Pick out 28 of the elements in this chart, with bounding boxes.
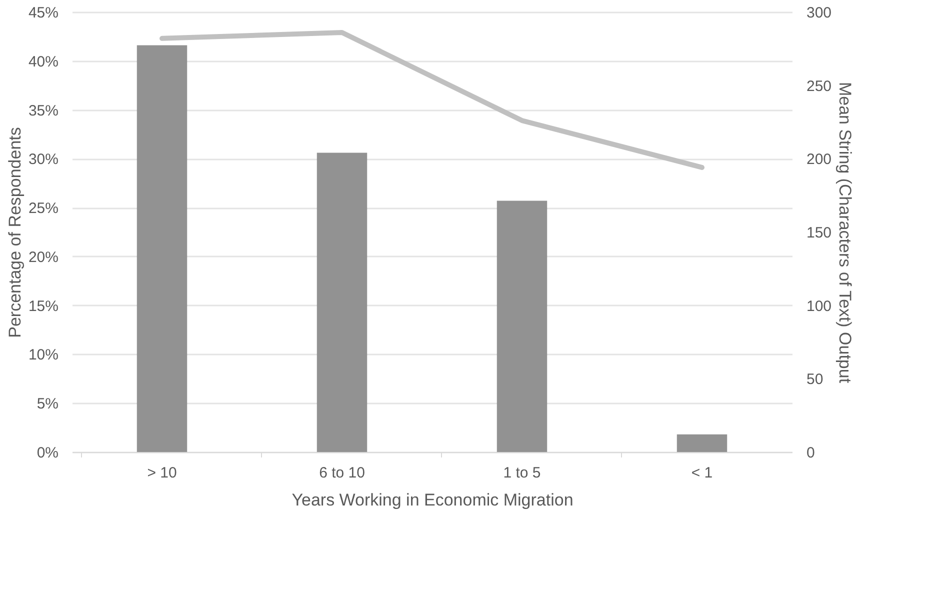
y-tick-label: 5% (36, 396, 58, 413)
bar (136, 45, 188, 452)
y2-tick-label: 250 (806, 78, 832, 95)
y-tick-label: 25% (28, 200, 58, 218)
y2-axis-title: Mean String (Characters of Text) Output (836, 82, 855, 384)
y2-tick-label: 100 (806, 298, 832, 315)
x-axis-title: Years Working in Economic Migration (292, 490, 574, 510)
y-tick-label: 45% (28, 4, 58, 22)
y2-tick-label: 200 (806, 151, 832, 168)
y2-tick-label: 0 (806, 444, 815, 462)
y2-tick-label: 300 (806, 4, 832, 22)
y-axis-title: Percentage of Respondents (5, 127, 24, 338)
y-tick-label: 30% (28, 151, 58, 168)
x-tick-label: < 1 (691, 464, 713, 482)
x-tick-label: 6 to 10 (319, 464, 365, 482)
y2-tick-label: 50 (806, 371, 824, 388)
bar (316, 152, 368, 452)
y-tick-label: 40% (28, 53, 58, 70)
bar (496, 200, 548, 452)
x-tick-label: > 10 (147, 464, 177, 482)
y-tick-label: 15% (28, 298, 58, 315)
y-tick-label: 20% (28, 248, 58, 266)
y2-tick-label: 150 (806, 224, 832, 242)
y-tick-label: 10% (28, 346, 58, 364)
x-tick-label: 1 to 5 (503, 464, 541, 482)
bar (676, 434, 728, 452)
y-tick-label: 35% (28, 102, 58, 120)
y-tick-label: 0% (36, 444, 58, 462)
